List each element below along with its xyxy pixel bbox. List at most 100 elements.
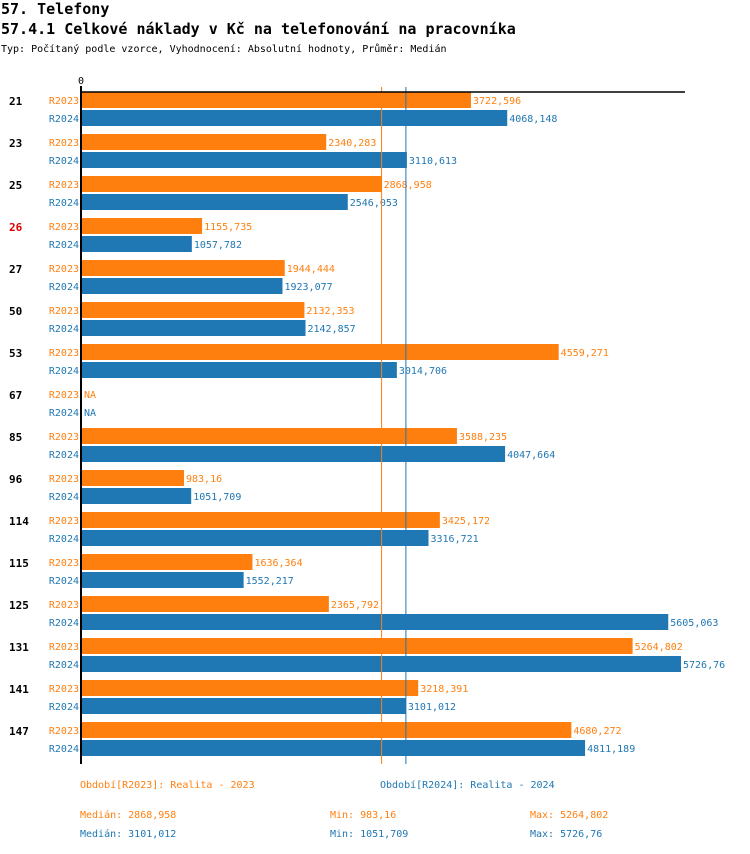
bar-r2024: [81, 656, 681, 672]
series-label: R2024: [49, 576, 79, 587]
series-label: R2023: [49, 264, 79, 275]
category-label: 50: [9, 305, 22, 318]
data-label: 3722,596: [473, 96, 521, 107]
bar-r2024: [81, 488, 192, 504]
data-label: 3014,706: [399, 366, 447, 377]
data-label: 5264,802: [635, 642, 683, 653]
bar-r2024: [81, 320, 306, 336]
category-label: 23: [9, 137, 22, 150]
data-label: 4559,271: [561, 348, 609, 359]
series-label: R2023: [49, 516, 79, 527]
series-label: R2023: [49, 600, 79, 611]
data-label: 1051,709: [193, 492, 241, 503]
data-label: 2365,792: [331, 600, 379, 611]
series-label: R2024: [49, 450, 79, 461]
series-label: R2024: [49, 660, 79, 671]
data-label: 3425,172: [442, 516, 490, 527]
data-label: 1057,782: [194, 240, 242, 251]
bar-r2024: [81, 530, 429, 546]
series-label: R2023: [49, 390, 79, 401]
bar-r2023: [81, 260, 285, 276]
bar-r2023: [81, 428, 457, 444]
data-label: 1552,217: [246, 576, 294, 587]
data-label: 2868,958: [384, 180, 432, 191]
series-label: R2024: [49, 240, 79, 251]
series-label: R2024: [49, 408, 79, 419]
bar-r2023: [81, 218, 203, 234]
bar-r2024: [81, 152, 407, 168]
category-label: 141: [9, 683, 29, 696]
bar-r2023: [81, 680, 419, 696]
category-label: 125: [9, 599, 29, 612]
data-label: 3101,012: [408, 702, 456, 713]
data-label: NA: [84, 390, 96, 401]
data-label: NA: [84, 408, 96, 419]
series-label: R2024: [49, 618, 79, 629]
stat-min-r2023: Min: 983,16: [330, 810, 397, 821]
data-label: 2142,857: [308, 324, 356, 335]
bar-r2024: [81, 614, 669, 630]
bar-r2024: [81, 698, 406, 714]
legend-r2023: Období[R2023]: Realita - 2023: [80, 780, 255, 791]
bar-r2023: [81, 134, 327, 150]
stat-max-r2024: Max: 5726,76: [530, 829, 603, 840]
bar-r2023: [81, 92, 472, 108]
series-label: R2024: [49, 702, 79, 713]
bar-r2023: [81, 344, 559, 360]
bar-r2024: [81, 740, 586, 756]
chart-title: 57.4.1 Celkové náklady v Kč na telefonov…: [1, 20, 516, 38]
series-label: R2024: [49, 366, 79, 377]
bar-r2023: [81, 512, 440, 528]
series-label: R2024: [49, 744, 79, 755]
category-label: 115: [9, 557, 29, 570]
data-label: 1155,735: [204, 222, 252, 233]
category-label: 147: [9, 725, 29, 738]
data-label: 1944,444: [287, 264, 335, 275]
bar-r2024: [81, 446, 506, 462]
bar-r2024: [81, 194, 348, 210]
data-label: 5726,76: [683, 660, 725, 671]
bar-r2024: [81, 236, 192, 252]
stat-median-r2023: Medián: 2868,958: [80, 810, 177, 821]
data-label: 2132,353: [306, 306, 354, 317]
series-label: R2023: [49, 558, 79, 569]
data-label: 4047,664: [507, 450, 555, 461]
data-label: 3316,721: [430, 534, 478, 545]
category-label: 67: [9, 389, 22, 402]
series-label: R2023: [49, 306, 79, 317]
stat-median-r2024: Medián: 3101,012: [80, 829, 177, 840]
series-label: R2023: [49, 138, 79, 149]
category-label: 131: [9, 641, 29, 654]
bar-r2024: [81, 110, 508, 126]
category-label: 26: [9, 221, 23, 234]
data-label: 4811,189: [587, 744, 635, 755]
data-label: 4680,272: [573, 726, 621, 737]
bar-r2024: [81, 278, 283, 294]
series-label: R2023: [49, 474, 79, 485]
bar-r2024: [81, 362, 397, 378]
bar-r2023: [81, 596, 329, 612]
series-label: R2023: [49, 348, 79, 359]
category-label: 85: [9, 431, 22, 444]
section-title: 57. Telefony: [1, 0, 110, 18]
bar-r2023: [81, 554, 253, 570]
category-label: 114: [9, 515, 29, 528]
data-label: 3218,391: [420, 684, 468, 695]
bar-r2023: [81, 176, 382, 192]
data-label: 1923,077: [284, 282, 332, 293]
series-label: R2024: [49, 492, 79, 503]
bar-r2023: [81, 722, 572, 738]
series-label: R2024: [49, 282, 79, 293]
data-label: 5605,063: [670, 618, 718, 629]
category-label: 25: [9, 179, 22, 192]
bar-r2023: [81, 470, 185, 486]
data-label: 2340,283: [328, 138, 376, 149]
data-label: 3588,235: [459, 432, 507, 443]
category-label: 27: [9, 263, 22, 276]
bar-r2023: [81, 302, 305, 318]
bar-r2023: [81, 638, 633, 654]
category-label: 21: [9, 95, 23, 108]
data-label: 2546,053: [350, 198, 398, 209]
x-tick-label: 0: [78, 76, 84, 87]
